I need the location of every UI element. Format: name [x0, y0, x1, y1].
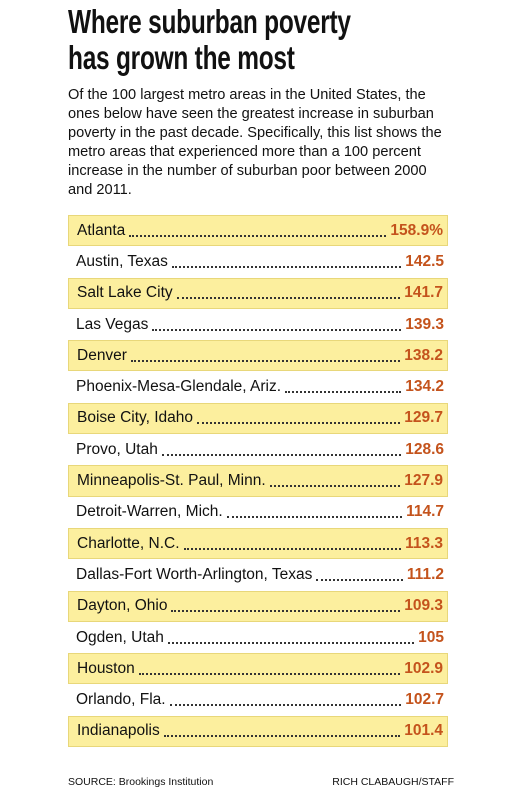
increase-value: 134.2 [405, 378, 444, 396]
leader-dots [197, 422, 401, 425]
increase-value: 114.7 [406, 503, 444, 521]
table-row: Detroit-Warren, Mich. 114.7 [68, 497, 448, 528]
increase-value: 102.7 [405, 691, 444, 709]
leader-dots [152, 328, 402, 331]
table-row: Houston 102.9 [68, 653, 448, 685]
increase-value: 101.4 [404, 722, 443, 740]
table-row: Denver 138.2 [68, 340, 448, 372]
title-line: Where suburban poverty [68, 3, 351, 40]
table-row: Indianapolis 101.4 [68, 715, 448, 748]
leader-dots [161, 453, 402, 456]
increase-value: 128.6 [405, 440, 444, 458]
metro-name: Boise City, Idaho [77, 409, 194, 427]
metro-name: Provo, Utah [76, 440, 158, 458]
table-row: Phoenix-Mesa-Glendale, Ariz. 134.2 [68, 371, 448, 402]
metro-name: Houston [77, 659, 135, 677]
leader-dots [226, 516, 403, 519]
leader-dots [316, 578, 403, 581]
table-row: Provo, Utah 128.6 [68, 434, 448, 465]
metro-name: Atlanta [77, 221, 126, 239]
table-row: Charlotte, N.C. 113.3 [68, 527, 448, 560]
table-row: Las Vegas 139.3 [68, 309, 448, 340]
source: SOURCE: Brookings Institution [68, 776, 214, 788]
increase-value: 113.3 [405, 534, 443, 552]
metro-name: Salt Lake City [77, 284, 173, 302]
leader-dots [138, 672, 401, 675]
increase-value: 105 [418, 628, 444, 646]
leader-dots [176, 297, 401, 300]
table-row: Atlanta 158.9% [68, 215, 448, 247]
metro-name: Denver [77, 346, 127, 364]
metro-name: Dallas-Fort Worth-Arlington, Texas [76, 565, 313, 583]
leader-dots [171, 610, 401, 613]
leader-dots [163, 735, 401, 738]
metro-name: Ogden, Utah [76, 628, 164, 646]
increase-value: 142.5 [405, 252, 444, 270]
table-row: Orlando, Fla. 102.7 [68, 684, 448, 715]
increase-value: 127.9 [404, 472, 443, 490]
leader-dots [130, 359, 401, 362]
title-line: has grown the most [68, 39, 295, 76]
table-row: Dayton, Ohio 109.3 [68, 590, 448, 622]
table-row: Boise City, Idaho 129.7 [68, 402, 448, 435]
metro-name: Phoenix-Mesa-Glendale, Ariz. [76, 378, 282, 396]
increase-value: 109.3 [404, 597, 443, 615]
credit: RICH CLABAUGH/STAFF [332, 776, 454, 788]
table-row: Dallas-Fort Worth-Arlington, Texas 111.2 [68, 559, 448, 590]
increase-value: 141.7 [404, 284, 443, 302]
metro-name: Detroit-Warren, Mich. [76, 503, 223, 521]
increase-value: 158.9% [390, 221, 443, 239]
leader-dots [171, 265, 402, 268]
metro-name: Dayton, Ohio [77, 597, 168, 615]
increase-value: 129.7 [404, 409, 443, 427]
leader-dots [169, 704, 402, 707]
leader-dots [285, 391, 402, 394]
metro-name: Orlando, Fla. [76, 691, 166, 709]
table: Atlanta 158.9% Austin, Texas 142.5 Salt Lake… [68, 215, 448, 748]
table-row: Minneapolis-St. Paul, Minn. 127.9 [68, 465, 448, 497]
leader-dots [167, 641, 415, 644]
leader-dots [269, 485, 401, 488]
intro: Of the 100 largest metro areas in the Un… [68, 87, 442, 198]
increase-value: 102.9 [404, 659, 443, 677]
increase-value: 139.3 [405, 315, 444, 333]
table-row: Salt Lake City 141.7 [68, 277, 448, 309]
leader-dots [183, 547, 402, 550]
table-row: Austin, Texas 142.5 [68, 246, 448, 277]
title: Where suburban poverty has grown the mos… [68, 4, 453, 76]
increase-value: 111.2 [406, 565, 444, 583]
metro-name: Las Vegas [76, 315, 149, 333]
metro-name: Indianapolis [77, 722, 160, 740]
metro-name: Minneapolis-St. Paul, Minn. [77, 472, 266, 490]
increase-value: 138.2 [404, 346, 443, 364]
table-row: Ogden, Utah 105 [68, 622, 448, 653]
metro-name: Austin, Texas [76, 252, 168, 270]
leader-dots [129, 234, 387, 237]
metro-name: Charlotte, N.C. [77, 534, 180, 552]
